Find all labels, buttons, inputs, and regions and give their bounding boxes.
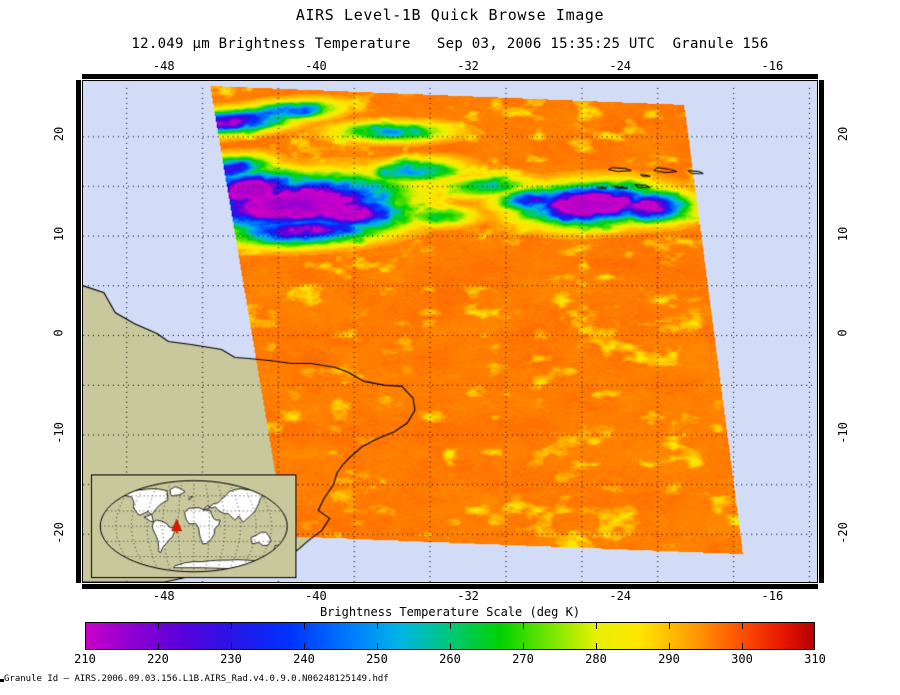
x-axis-tick-label: -16 [761, 59, 784, 73]
x-axis-tick-label: -48 [152, 59, 175, 73]
colorbar-tick-label: 250 [366, 652, 388, 666]
colorbar-tick [742, 622, 743, 629]
y-axis-tick-label: -20 [52, 522, 66, 544]
colorbar-tick [450, 643, 451, 650]
x-axis-tick-label: -32 [457, 589, 479, 603]
colorbar-tick [523, 622, 524, 629]
x-tick [468, 74, 470, 79]
colorbar-tick [158, 643, 159, 650]
x-tick [620, 74, 622, 79]
colorbar-tick [158, 622, 159, 629]
x-tick [468, 584, 470, 589]
axis-bar-left [76, 80, 81, 583]
colorbar-tick-label: 240 [293, 652, 315, 666]
x-axis-tick-label: -24 [609, 589, 632, 603]
colorbar-tick-label: 210 [74, 652, 96, 666]
colorbar-tick-label: 260 [439, 652, 461, 666]
x-tick [163, 584, 165, 589]
x-tick [315, 584, 317, 589]
colorbar-tick [742, 643, 743, 650]
map-plot-area[interactable] [82, 80, 818, 583]
colorbar-tick [377, 622, 378, 629]
y-axis-tick-label: 0 [835, 329, 850, 338]
y-tick [76, 335, 81, 337]
colorbar-tick-label: 230 [220, 652, 242, 666]
x-axis-tick-label: -40 [305, 59, 327, 73]
x-axis-tick-label: -24 [609, 59, 632, 73]
y-axis-tick-label: 20 [51, 126, 66, 142]
colorbar-tick [523, 643, 524, 650]
colorbar-tick [596, 643, 597, 650]
colorbar-tick [231, 643, 232, 650]
brightness-temperature-swath [83, 81, 817, 582]
colorbar-title: Brightness Temperature Scale (deg K) [319, 605, 581, 619]
x-tick [772, 74, 774, 79]
colorbar-tick [450, 622, 451, 629]
y-axis-tick-label: -10 [836, 422, 850, 445]
colorbar-tick-label: 310 [804, 652, 826, 666]
x-tick [772, 584, 774, 589]
y-tick [76, 435, 81, 437]
x-tick [163, 74, 165, 79]
x-tick [620, 584, 622, 589]
y-axis-tick-label: 10 [835, 226, 850, 241]
page-title: AIRS Level-1B Quick Browse Image [295, 6, 605, 24]
colorbar-tick [669, 643, 670, 650]
colorbar-tick [304, 643, 305, 650]
y-tick [76, 535, 81, 537]
colorbar-tick [596, 622, 597, 629]
x-tick [315, 74, 317, 79]
y-tick [819, 135, 824, 137]
colorbar-tick-label: 280 [585, 652, 607, 666]
y-tick [819, 435, 824, 437]
y-tick [819, 535, 824, 537]
y-tick [76, 135, 81, 137]
colorbar[interactable] [85, 622, 815, 650]
colorbar-tick-label: 220 [147, 652, 169, 666]
x-axis-tick-label: -32 [457, 59, 479, 73]
y-axis-tick-label: 10 [51, 226, 66, 241]
colorbar-tick-label: 270 [512, 652, 534, 666]
x-axis-tick-label: -40 [305, 589, 327, 603]
y-tick [819, 235, 824, 237]
colorbar-tick [304, 622, 305, 629]
subtitle: 12.049 μm Brightness Temperature Sep 03,… [131, 36, 769, 52]
granule-id-footer: Granule Id — AIRS.2006.09.03.156.L1B.AIR… [4, 674, 389, 684]
axis-bar-right [819, 80, 824, 583]
y-tick [76, 235, 81, 237]
axis-bar-bottom [82, 584, 818, 589]
y-axis-tick-label: -20 [836, 522, 850, 544]
footer-bullet [0, 679, 4, 682]
colorbar-tick [377, 643, 378, 650]
colorbar-tick-label: 300 [731, 652, 753, 666]
y-axis-tick-label: -10 [52, 422, 66, 445]
y-tick [819, 335, 824, 337]
x-axis-tick-label: -48 [152, 589, 175, 603]
x-axis-tick-label: -16 [761, 589, 784, 603]
y-axis-tick-label: 20 [835, 126, 850, 142]
colorbar-tick [669, 622, 670, 629]
colorbar-tick [231, 622, 232, 629]
axis-bar-top [82, 74, 818, 79]
colorbar-tick-label: 290 [658, 652, 680, 666]
y-axis-tick-label: 0 [51, 329, 66, 338]
